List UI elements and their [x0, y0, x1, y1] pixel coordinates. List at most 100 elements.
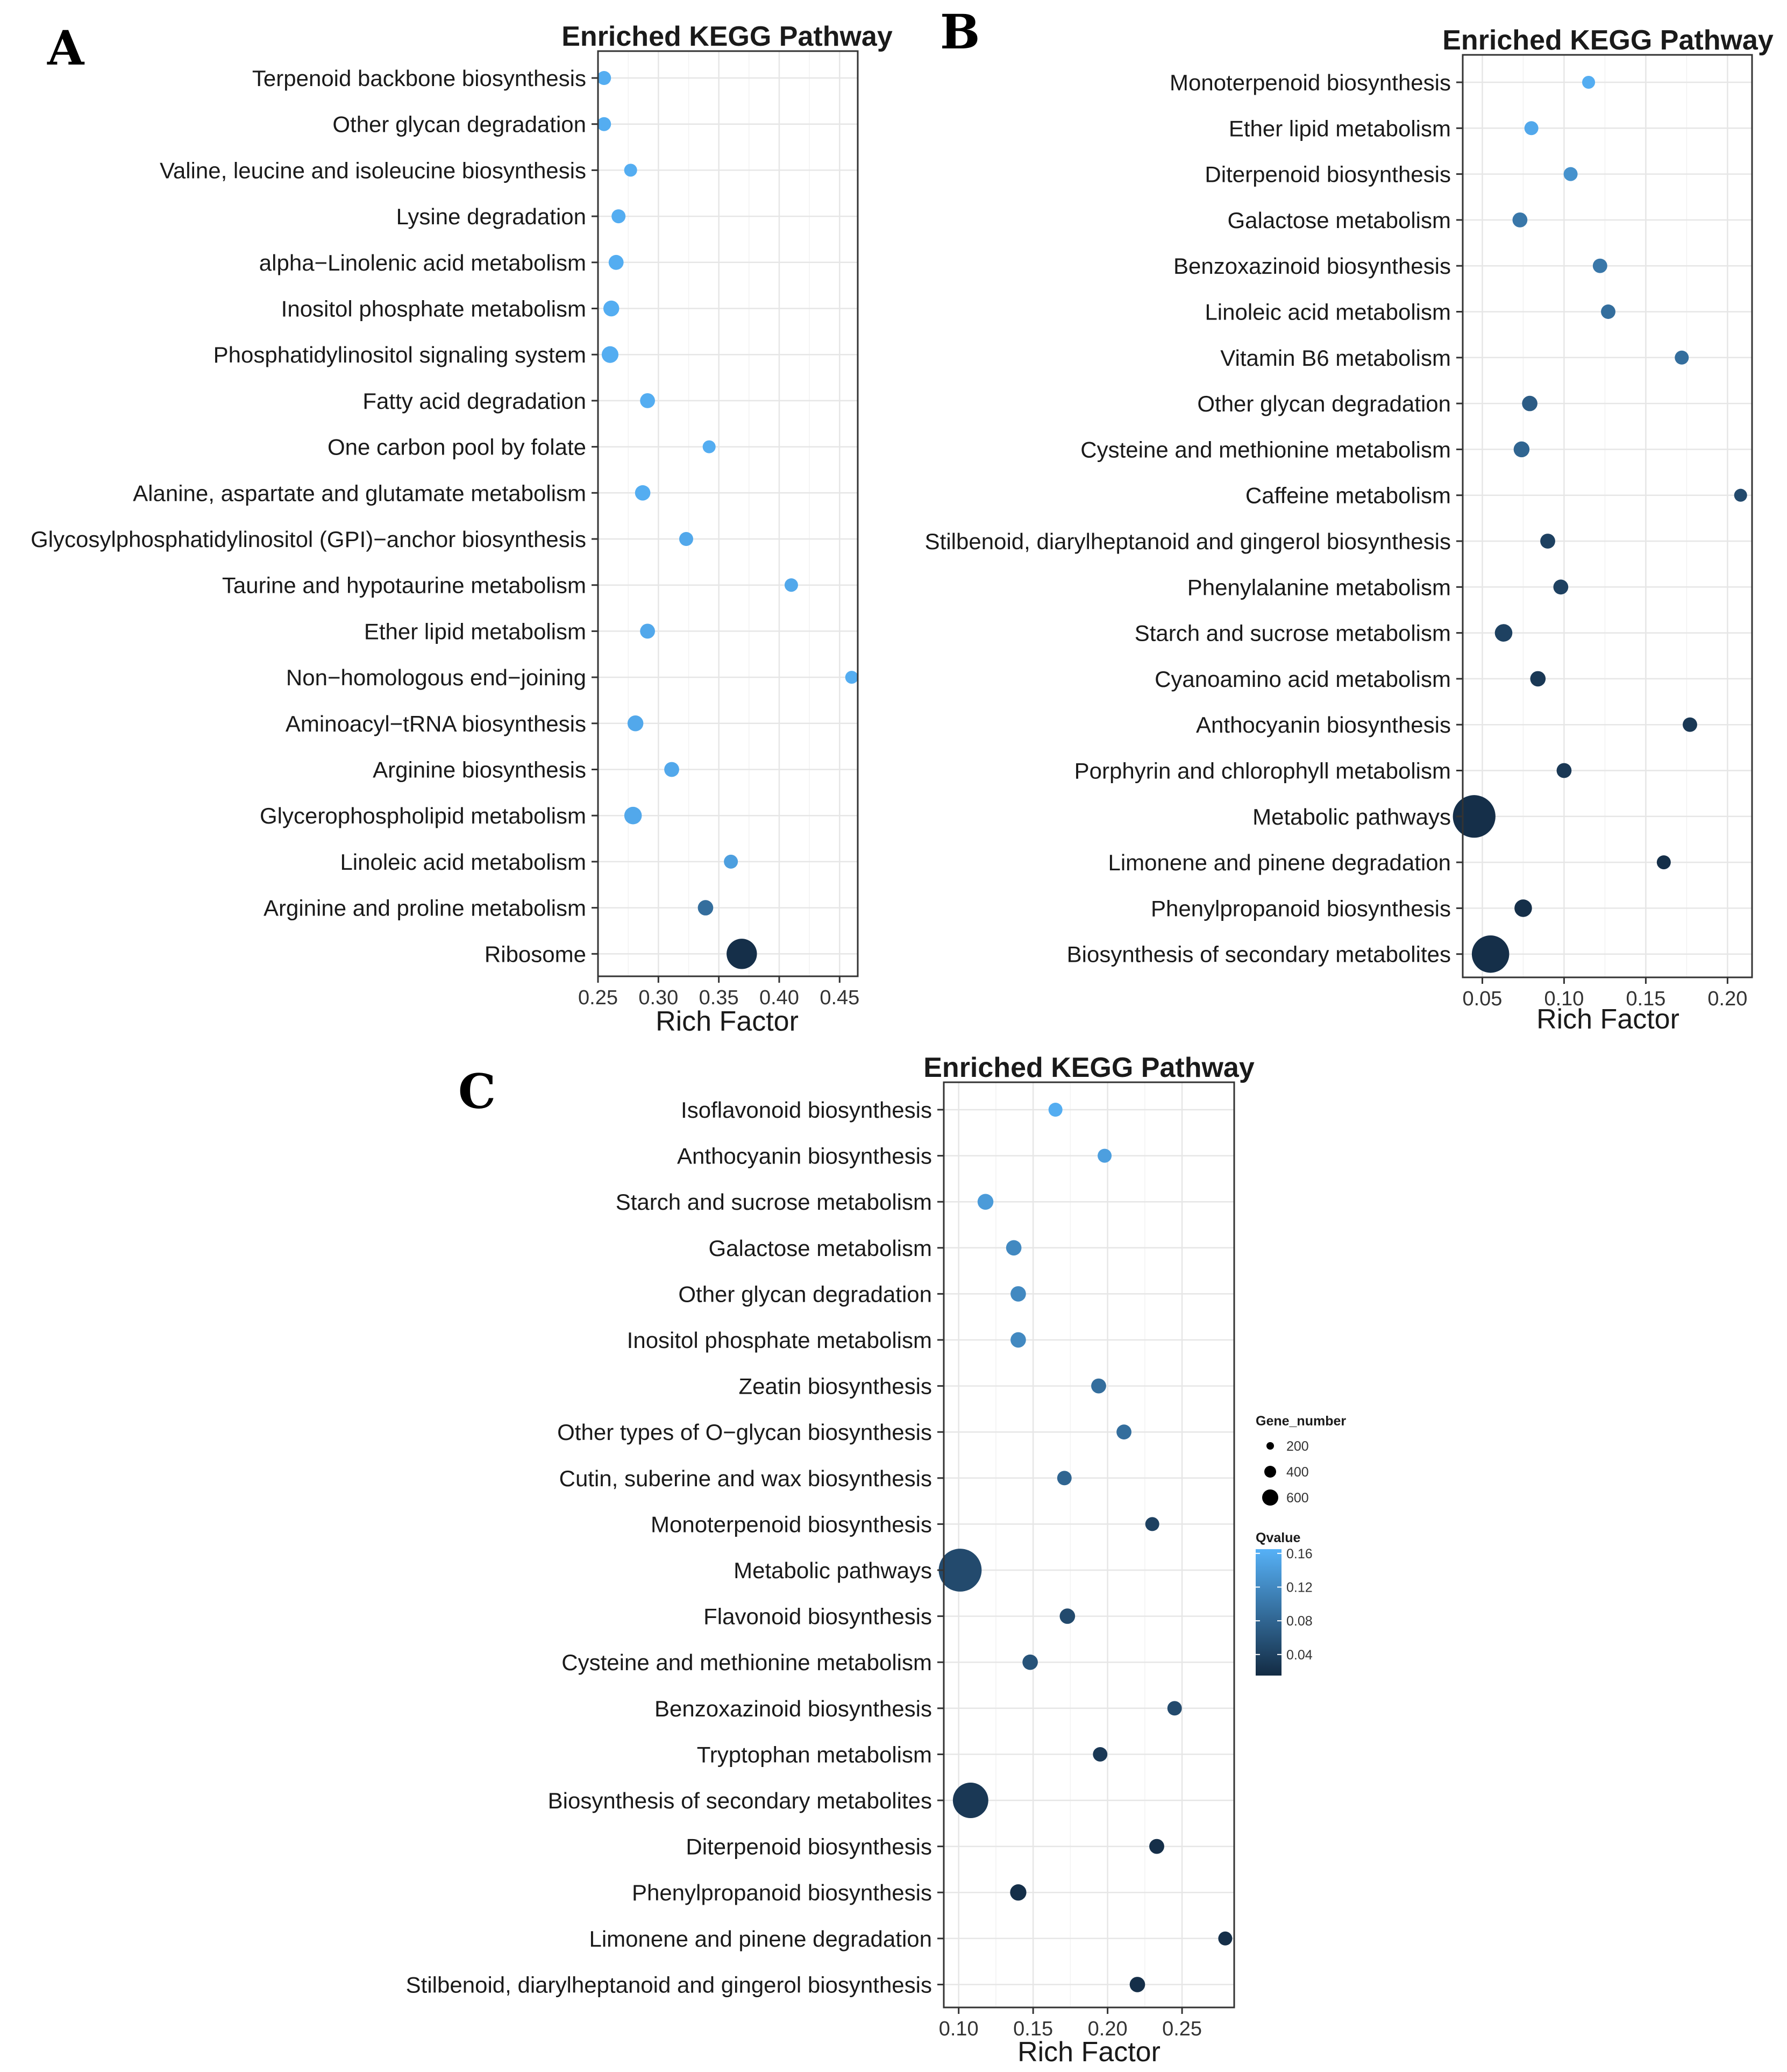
category-label: Galactose metabolism: [708, 1236, 932, 1261]
category-label: Anthocyanin biosynthesis: [1196, 712, 1451, 737]
data-point: [1582, 75, 1596, 89]
category-label: Biosynthesis of secondary metabolites: [548, 1788, 932, 1813]
category-label: Ribosome: [485, 941, 586, 967]
category-label: Phenylalanine metabolism: [1187, 574, 1451, 600]
data-point: [1010, 1286, 1026, 1302]
legend-size-dot: [1264, 1466, 1276, 1478]
category-label: Starch and sucrose metabolism: [616, 1189, 932, 1215]
data-point: [679, 532, 693, 546]
category-label: Porphyrin and chlorophyll metabolism: [1074, 758, 1451, 784]
data-point: [1553, 579, 1569, 595]
x-tick-label: 0.40: [759, 987, 799, 1009]
category-label: Anthocyanin biosynthesis: [677, 1144, 932, 1169]
category-label: Linoleic acid metabolism: [340, 849, 586, 875]
category-label: Limonene and pinene degradation: [589, 1926, 932, 1952]
x-tick-label: 0.35: [699, 987, 739, 1009]
x-tick-label: 0.10: [1544, 988, 1584, 1010]
data-point: [1218, 1931, 1233, 1946]
data-point: [1010, 1332, 1026, 1348]
data-point: [784, 578, 798, 592]
category-label: Inositol phosphate metabolism: [281, 296, 586, 322]
legend-size-label: 200: [1286, 1439, 1309, 1454]
category-label: Stilbenoid, diarylheptanoid and gingerol…: [925, 529, 1451, 554]
x-tick-label: 0.25: [1162, 2018, 1202, 2040]
panel-a-points: [597, 71, 858, 969]
data-point: [1022, 1654, 1038, 1670]
data-point: [845, 671, 858, 684]
data-point: [1098, 1148, 1112, 1163]
x-tick-label: 0.10: [939, 2018, 979, 2040]
category-label: Arginine and proline metabolism: [264, 896, 586, 921]
category-label: Cyanoamino acid metabolism: [1155, 666, 1451, 692]
category-label: Metabolic pathways: [734, 1558, 932, 1583]
data-point: [1048, 1103, 1063, 1117]
data-point: [977, 1194, 994, 1210]
data-point: [601, 346, 619, 363]
data-point: [1522, 395, 1537, 411]
data-point: [1010, 1884, 1027, 1901]
panel-b-category-labels: Monoterpenoid biosynthesis Ether lipid me…: [925, 70, 1463, 967]
category-label: Benzoxazinoid biosynthesis: [1173, 253, 1451, 279]
data-point: [697, 900, 714, 916]
category-label: Monoterpenoid biosynthesis: [1170, 70, 1451, 95]
data-point: [1116, 1424, 1131, 1440]
category-label: Phenylpropanoid biosynthesis: [632, 1880, 932, 1905]
data-point: [1145, 1517, 1159, 1531]
panel-b-frame: [1462, 54, 1753, 978]
panel-a-frame: [597, 50, 859, 977]
panel-b-points: [1453, 75, 1747, 973]
category-label: Ether lipid metabolism: [1229, 116, 1451, 141]
category-label: Tryptophan metabolism: [697, 1742, 932, 1767]
category-label: Fatty acid degradation: [362, 388, 586, 414]
category-label: Phenylpropanoid biosynthesis: [1151, 896, 1451, 921]
category-label: Zeatin biosynthesis: [738, 1374, 932, 1399]
panel-b-title: Enriched KEGG Pathway: [1442, 25, 1774, 56]
data-point: [1656, 855, 1671, 870]
category-label: Flavonoid biosynthesis: [703, 1604, 932, 1629]
category-label: Glycerophospholipid metabolism: [260, 803, 586, 828]
panel-a-x-ticks: 0.25 0.30 0.35 0.40 0.45: [578, 976, 859, 1009]
category-label: Ether lipid metabolism: [364, 619, 586, 644]
legend-color-tick-label: 0.08: [1286, 1614, 1313, 1629]
data-point: [1556, 763, 1572, 778]
data-point: [1471, 935, 1510, 973]
category-label: Starch and sucrose metabolism: [1135, 621, 1451, 646]
data-point: [938, 1549, 982, 1592]
data-point: [635, 485, 651, 501]
category-label: Cysteine and methionine metabolism: [561, 1650, 932, 1675]
category-label: Terpenoid backbone biosynthesis: [252, 66, 586, 91]
category-label: Benzoxazinoid biosynthesis: [654, 1696, 932, 1721]
data-point: [1683, 717, 1697, 732]
legend-size-dot: [1262, 1489, 1278, 1506]
data-point: [1512, 212, 1528, 228]
legend-color-tick-label: 0.04: [1286, 1648, 1313, 1663]
data-point: [664, 762, 679, 777]
category-label: Metabolic pathways: [1252, 804, 1451, 829]
panel-c-title: Enriched KEGG Pathway: [923, 1052, 1255, 1083]
data-point: [611, 209, 626, 224]
data-point: [603, 300, 620, 317]
category-label: Inositol phosphate metabolism: [627, 1328, 932, 1353]
data-point: [1524, 121, 1539, 136]
x-tick-label: 0.20: [1707, 988, 1747, 1010]
legend-size-dot: [1266, 1442, 1274, 1450]
legend-color-ticks: 0.16 0.12 0.08 0.04: [1256, 1546, 1313, 1663]
data-point: [1563, 167, 1578, 181]
panel-a-title: Enriched KEGG Pathway: [561, 21, 893, 52]
data-point: [640, 393, 656, 408]
x-tick-label: 0.30: [638, 987, 678, 1009]
category-label: Other types of O−glycan biosynthesis: [557, 1420, 932, 1445]
legend-color-tick-label: 0.16: [1286, 1546, 1313, 1562]
panel-a-grid: [597, 51, 858, 976]
category-label: Monoterpenoid biosynthesis: [651, 1512, 932, 1537]
data-point: [597, 71, 611, 85]
data-point: [640, 623, 656, 639]
category-label: Vitamin B6 metabolism: [1220, 345, 1451, 371]
data-point: [702, 440, 716, 453]
panel-c-x-axis-title: Rich Factor: [1017, 2036, 1161, 2068]
legend-size-label: 600: [1286, 1491, 1309, 1506]
data-point: [1601, 304, 1615, 319]
data-point: [727, 939, 757, 969]
category-label: Taurine and hypotaurine metabolism: [222, 573, 586, 598]
